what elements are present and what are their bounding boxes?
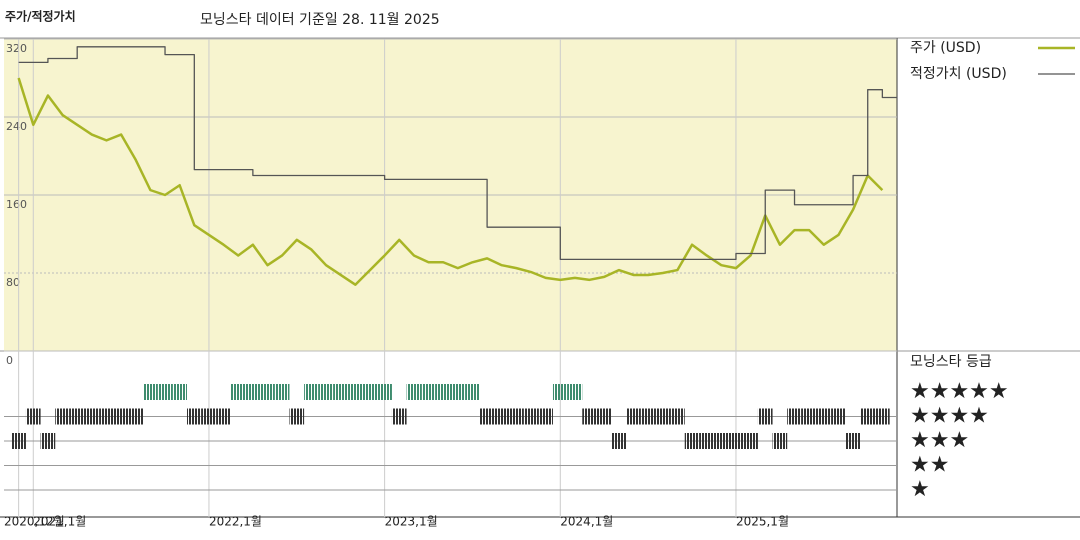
rating-mark — [186, 408, 202, 425]
rating-mark — [99, 408, 114, 425]
series-line — [17, 77, 884, 286]
rating-mark — [743, 433, 758, 449]
rating-mark — [845, 433, 861, 449]
rating-mark — [274, 384, 290, 400]
chart-title: 주가/적정가치 — [5, 9, 76, 24]
rating-mark — [333, 384, 349, 400]
x-tick-label: 2021,1월 — [33, 515, 86, 529]
rating-mark — [450, 384, 466, 400]
rating-mark — [113, 408, 129, 425]
rating-title: 모닝스타 등급 — [910, 354, 992, 370]
rating-mark — [128, 408, 144, 425]
rating-mark — [25, 408, 41, 425]
rating-mark — [40, 433, 56, 449]
rating-mark — [728, 433, 744, 449]
x-tick-label: 2025,1월 — [736, 515, 789, 529]
rating-label: ★★★★ — [910, 404, 989, 429]
rating-mark — [391, 408, 407, 425]
rating-mark — [479, 408, 495, 425]
rating-mark — [699, 433, 715, 449]
rating-mark — [816, 408, 832, 425]
rating-mark — [318, 384, 334, 400]
rating-mark — [772, 433, 788, 449]
x-tick-label: 2024,1월 — [560, 515, 613, 529]
rating-mark — [289, 408, 305, 425]
rating-mark — [216, 408, 231, 425]
rating-mark — [421, 384, 436, 400]
rating-mark — [523, 408, 539, 425]
x-tick-label: 2023,1월 — [385, 515, 438, 529]
series-line — [18, 46, 897, 260]
y-tick-label: 160 — [6, 198, 27, 211]
rating-mark — [201, 408, 217, 425]
rating-mark — [11, 433, 26, 449]
rating-mark — [494, 408, 510, 425]
rating-mark — [406, 384, 422, 400]
y-tick-label: 320 — [6, 42, 27, 55]
rating-mark — [582, 408, 597, 425]
x-tick-label: 2022,1월 — [209, 515, 262, 529]
rating-mark — [260, 384, 275, 400]
rating-mark — [640, 408, 656, 425]
rating-mark — [362, 384, 378, 400]
rating-mark — [304, 384, 319, 400]
rating-mark — [172, 384, 187, 400]
rating-mark — [670, 408, 685, 425]
rating-mark — [655, 408, 671, 425]
rating-mark — [787, 408, 802, 425]
rating-mark — [611, 433, 627, 449]
rating-mark — [757, 408, 773, 425]
rating-mark — [596, 408, 612, 425]
rating-mark — [552, 384, 568, 400]
rating-mark — [69, 408, 85, 425]
rating-mark — [567, 384, 583, 400]
rating-mark — [626, 408, 641, 425]
rating-mark — [831, 408, 846, 425]
rating-mark — [509, 408, 524, 425]
rating-mark — [230, 384, 246, 400]
rating-mark — [55, 408, 70, 425]
rating-mark — [377, 384, 392, 400]
rating-label: ★★ — [910, 453, 949, 478]
rating-mark — [801, 408, 817, 425]
rating-label: ★ — [910, 477, 930, 502]
y-tick-label: 240 — [6, 120, 27, 133]
rating-mark — [348, 384, 363, 400]
y-tick-label: 80 — [6, 276, 20, 289]
y-tick-label: 0 — [6, 354, 13, 367]
rating-mark — [435, 384, 451, 400]
rating-mark — [714, 433, 729, 449]
rating-mark — [684, 433, 700, 449]
rating-mark — [465, 384, 480, 400]
rating-mark — [157, 384, 173, 400]
rating-label: ★★★ — [910, 428, 969, 453]
chart-subtitle: 모닝스타 데이터 기준일 28. 11월 2025 — [200, 12, 440, 28]
rating-mark — [875, 408, 890, 425]
legend-label: 적정가치 (USD) — [910, 66, 1007, 82]
rating-mark — [538, 408, 553, 425]
rating-mark — [245, 384, 261, 400]
rating-label: ★★★★★ — [910, 379, 1009, 404]
rating-mark — [84, 408, 100, 425]
legend-label: 주가 (USD) — [910, 40, 981, 56]
rating-mark — [143, 384, 158, 400]
rating-mark — [860, 408, 876, 425]
x-tick-label: 2020,12월 — [4, 515, 65, 529]
